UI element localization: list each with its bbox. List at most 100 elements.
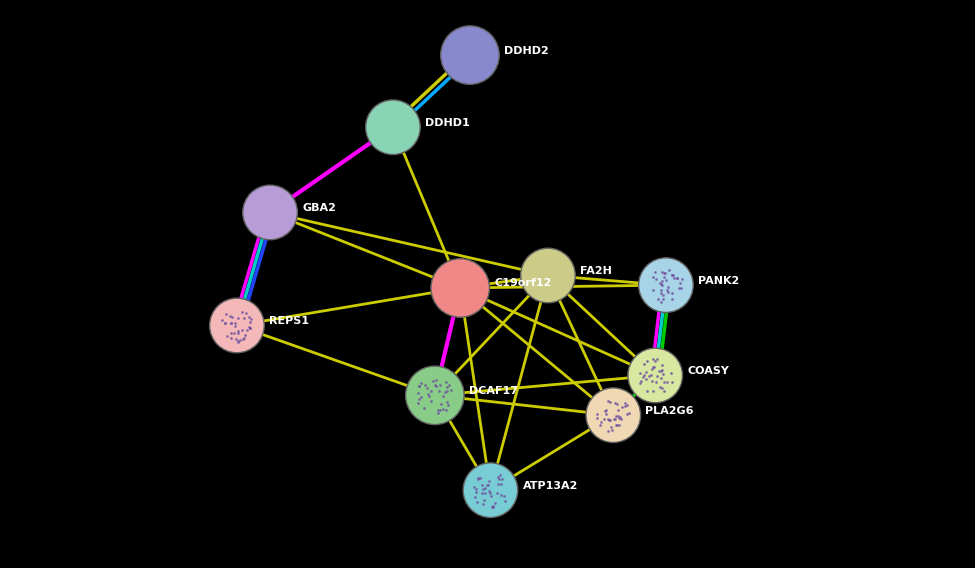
Point: [481, 481, 496, 490]
Point: [596, 414, 611, 423]
Point: [599, 406, 614, 415]
Point: [477, 488, 492, 498]
Point: [475, 499, 490, 508]
Point: [633, 376, 648, 385]
Point: [647, 268, 663, 277]
Point: [496, 491, 512, 500]
Point: [653, 366, 669, 375]
Point: [648, 274, 664, 283]
Point: [244, 315, 259, 324]
Point: [432, 380, 448, 389]
Point: [217, 319, 233, 328]
Point: [481, 487, 496, 496]
Point: [441, 381, 456, 390]
Point: [440, 387, 455, 396]
Point: [411, 382, 427, 391]
Point: [230, 328, 246, 337]
Point: [639, 367, 654, 376]
Point: [645, 272, 661, 281]
Point: [236, 334, 252, 343]
Point: [410, 389, 426, 398]
Point: [423, 386, 439, 395]
Text: DDHD1: DDHD1: [425, 118, 470, 128]
Text: FA2H: FA2H: [580, 266, 612, 276]
Point: [488, 488, 504, 498]
Point: [484, 492, 499, 501]
Point: [469, 488, 485, 497]
Point: [646, 356, 662, 365]
Point: [492, 479, 508, 488]
Point: [617, 402, 633, 411]
Point: [411, 382, 427, 391]
Point: [660, 288, 676, 297]
Point: [487, 499, 502, 508]
Point: [665, 270, 681, 279]
Point: [670, 274, 685, 283]
Point: [638, 374, 653, 383]
Point: [659, 275, 675, 284]
Point: [428, 381, 444, 390]
Ellipse shape: [441, 26, 499, 84]
Point: [653, 279, 669, 289]
Point: [593, 421, 608, 430]
Ellipse shape: [210, 298, 264, 353]
Point: [649, 354, 665, 364]
Point: [423, 396, 439, 405]
Point: [617, 399, 633, 408]
Point: [486, 501, 501, 510]
Ellipse shape: [463, 463, 518, 517]
Point: [619, 409, 635, 418]
Point: [242, 323, 257, 332]
Ellipse shape: [366, 100, 420, 154]
Point: [474, 481, 489, 490]
Point: [603, 422, 618, 431]
Point: [648, 378, 664, 387]
Point: [608, 420, 624, 429]
Point: [633, 378, 648, 387]
Point: [236, 314, 252, 323]
Point: [411, 394, 427, 403]
Point: [241, 313, 256, 322]
Point: [645, 387, 661, 396]
Point: [664, 271, 680, 280]
Point: [594, 417, 609, 427]
Point: [420, 389, 436, 398]
Point: [610, 420, 626, 429]
Point: [439, 405, 454, 414]
Point: [226, 329, 242, 338]
Point: [610, 412, 626, 421]
Point: [589, 414, 604, 423]
Point: [236, 334, 252, 343]
Point: [230, 337, 246, 346]
Point: [497, 496, 513, 506]
Point: [471, 474, 487, 483]
Point: [427, 381, 443, 390]
Point: [664, 378, 680, 387]
Point: [241, 323, 256, 332]
Point: [413, 393, 429, 402]
Point: [468, 485, 484, 494]
Text: DCAF17: DCAF17: [469, 386, 518, 396]
Point: [659, 286, 675, 295]
Point: [227, 319, 243, 328]
Point: [652, 383, 668, 392]
Point: [672, 278, 687, 287]
Point: [661, 266, 677, 275]
Point: [470, 498, 486, 507]
Point: [438, 388, 453, 397]
Point: [219, 332, 235, 341]
Point: [645, 285, 661, 294]
Text: REPS1: REPS1: [269, 316, 309, 326]
Point: [644, 376, 660, 385]
Point: [410, 399, 426, 408]
Point: [238, 308, 254, 317]
Point: [223, 328, 239, 337]
Point: [663, 369, 679, 378]
Point: [664, 294, 680, 303]
Text: DDHD2: DDHD2: [504, 45, 549, 56]
Point: [644, 365, 660, 374]
Point: [606, 415, 622, 424]
Point: [614, 402, 630, 411]
Point: [653, 289, 669, 298]
Point: [484, 502, 499, 511]
